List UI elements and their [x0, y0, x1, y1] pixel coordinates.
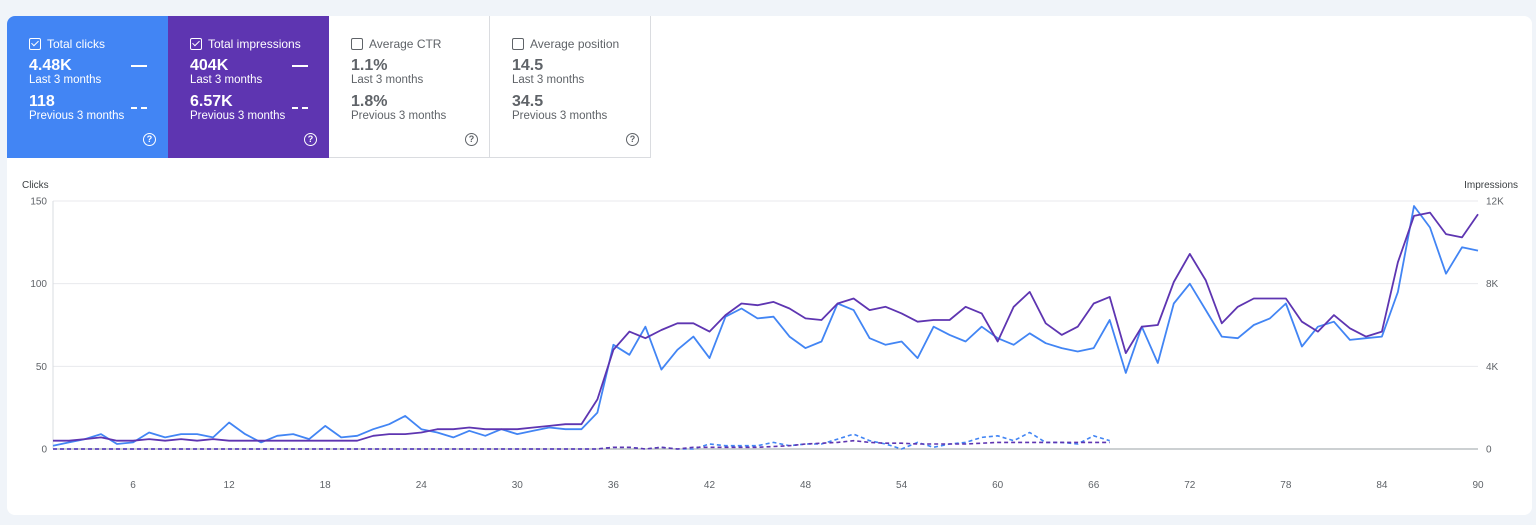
metric-label-row: Total impressions	[190, 36, 328, 52]
checkbox-unchecked-icon[interactable]	[351, 38, 363, 50]
checkbox-unchecked-icon[interactable]	[512, 38, 524, 50]
metric-label-row: Total clicks	[29, 36, 167, 52]
checkbox-checked-icon[interactable]	[29, 38, 41, 50]
metric-previous-value: 34.5	[512, 93, 544, 110]
y-right-tick-label: 0	[1486, 445, 1492, 456]
x-tick-label: 6	[130, 480, 136, 491]
y-left-tick-label: 0	[41, 445, 47, 456]
x-tick-label: 24	[416, 480, 428, 491]
y-left-tick-label: 150	[30, 197, 47, 208]
metric-tab-total-impressions[interactable]: Total impressions 404K Last 3 months 6.5…	[168, 16, 329, 158]
metric-tab-average-ctr[interactable]: Average CTR 1.1% Last 3 months 1.8% Prev…	[329, 16, 490, 158]
metric-label: Total impressions	[208, 37, 301, 51]
metric-value: 14.5	[512, 57, 544, 74]
help-icon[interactable]: ?	[143, 133, 156, 146]
metric-tabs: Total clicks 4.48K Last 3 months 118 Pre…	[7, 16, 651, 158]
series-line-clicks	[52, 205, 1479, 447]
x-tick-label: 12	[224, 480, 236, 491]
metric-label-row: Average position	[512, 36, 650, 52]
metric-previous-value: 118	[29, 93, 55, 110]
metric-label: Average position	[530, 37, 620, 51]
metric-value: 1.1%	[351, 57, 388, 74]
dashed-line-legend-icon	[131, 107, 147, 109]
metric-value: 404K	[190, 57, 229, 74]
chart-grid	[52, 200, 1478, 450]
y-left-axis-title: Clicks	[22, 180, 49, 191]
x-tick-label: 36	[608, 480, 620, 491]
metric-period: Last 3 months	[512, 74, 585, 86]
metric-tab-total-clicks[interactable]: Total clicks 4.48K Last 3 months 118 Pre…	[7, 16, 168, 158]
x-tick-label: 18	[320, 480, 332, 491]
x-tick-label: 48	[800, 480, 812, 491]
x-tick-label: 30	[512, 480, 524, 491]
metric-previous-period: Previous 3 months	[29, 110, 125, 122]
help-icon[interactable]: ?	[626, 133, 639, 146]
metric-previous-period: Previous 3 months	[190, 110, 286, 122]
series-line-impressions-previous	[53, 439, 1110, 450]
metric-previous-value: 6.57K	[190, 93, 233, 110]
x-tick-label: 60	[992, 480, 1004, 491]
metric-previous-value: 1.8%	[351, 93, 388, 110]
y-right-tick-label: 8K	[1486, 279, 1499, 290]
chart-series	[52, 205, 1479, 450]
y-right-axis-title: Impressions	[1464, 180, 1518, 191]
x-tick-label: 72	[1184, 480, 1196, 491]
series-line-impressions	[53, 211, 1479, 442]
metric-previous-period: Previous 3 months	[512, 110, 608, 122]
metric-label-row: Average CTR	[351, 36, 489, 52]
y-left-tick-label: 100	[30, 279, 47, 290]
x-tick-label: 66	[1088, 480, 1100, 491]
metric-label: Total clicks	[47, 37, 106, 51]
solid-line-legend-icon	[292, 65, 308, 67]
help-icon[interactable]: ?	[465, 133, 478, 146]
help-icon[interactable]: ?	[304, 133, 317, 146]
chart-labels: 0 0 50 4K 100 8K 150 12K Clicks Impressions 6 12 18 2…	[22, 180, 1518, 491]
metric-period: Last 3 months	[29, 74, 102, 86]
x-tick-label: 78	[1280, 480, 1292, 491]
solid-line-legend-icon	[131, 65, 147, 67]
x-tick-label: 90	[1472, 480, 1484, 491]
metric-period: Last 3 months	[351, 74, 424, 86]
y-right-tick-label: 4K	[1486, 362, 1499, 373]
metric-period: Last 3 months	[190, 74, 263, 86]
dashed-line-legend-icon	[292, 107, 308, 109]
x-tick-label: 84	[1376, 480, 1388, 491]
x-tick-label: 42	[704, 480, 716, 491]
y-right-tick-label: 12K	[1486, 197, 1504, 208]
checkbox-checked-icon[interactable]	[190, 38, 202, 50]
y-left-tick-label: 50	[36, 362, 48, 373]
metric-previous-period: Previous 3 months	[351, 110, 447, 122]
metric-label: Average CTR	[369, 37, 442, 51]
series-line-clicks-previous	[53, 431, 1110, 450]
x-tick-label: 54	[896, 480, 908, 491]
metric-tab-average-position[interactable]: Average position 14.5 Last 3 months 34.5…	[490, 16, 651, 158]
metric-value: 4.48K	[29, 57, 72, 74]
